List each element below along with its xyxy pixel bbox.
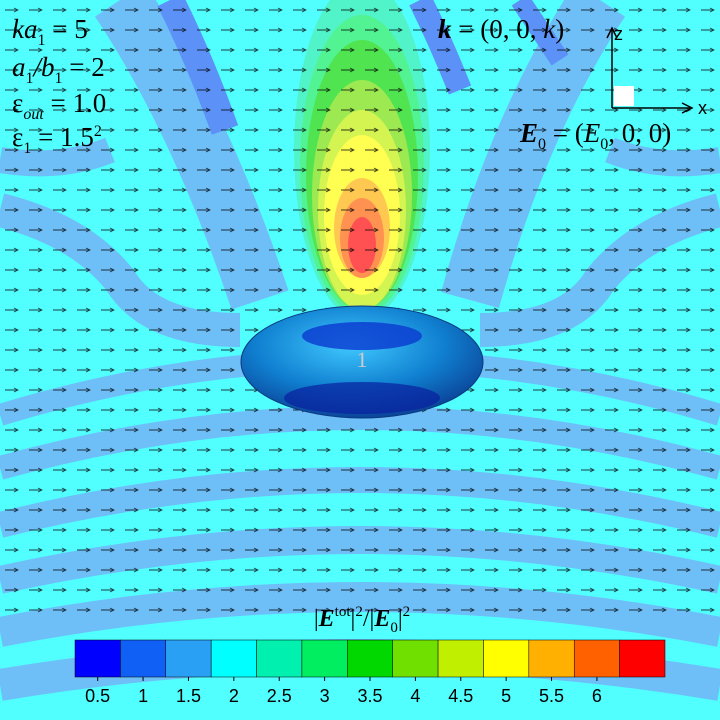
colorbar-title: |Etot|2/|E0|2 <box>314 604 410 636</box>
colorbar-cell <box>210 639 257 678</box>
annotation: ε1 = 1.52 <box>12 122 102 157</box>
tick-label: 2.5 <box>267 686 292 706</box>
colorbar-cell <box>301 639 348 678</box>
annotation: a1/b1 = 2 <box>12 52 105 87</box>
tick-label: 4 <box>410 686 420 706</box>
colorbar: 0.5 1 1.5 2 2.5 3 3.5 4 4.5 5 5.5 6 <box>74 639 666 706</box>
tick-label: 0.5 <box>85 686 110 706</box>
axes-triad <box>606 26 694 114</box>
tick-label: 1.5 <box>176 686 201 706</box>
tick-label: 5.5 <box>539 686 564 706</box>
axis-label: x <box>698 98 707 118</box>
annotation: ka1 = 5 <box>12 14 88 49</box>
tick-label: 2 <box>229 686 239 706</box>
axis-label: z <box>614 24 623 44</box>
annotation: k = (0, 0, k) <box>438 14 564 44</box>
annotation: E0 = (E0, 0, 0) <box>519 118 671 153</box>
tick-label: 4.5 <box>448 686 473 706</box>
tick-label: 3 <box>320 686 330 706</box>
colorbar-cell <box>619 639 666 678</box>
colorbar-cell <box>573 639 620 678</box>
colorbar-cell <box>347 639 393 678</box>
colorbar-cell <box>528 639 575 678</box>
colorbar-cell <box>120 639 167 678</box>
tick-label: 3.5 <box>357 686 382 706</box>
colorbar-cell <box>74 639 121 678</box>
particle: 1 <box>240 305 484 419</box>
colorbar-cell <box>256 639 303 678</box>
tick-label: 5 <box>501 686 511 706</box>
colorbar-cell <box>437 639 484 678</box>
colorbar-cell <box>483 639 530 678</box>
colorbar-cell <box>392 639 439 678</box>
annotation: εout = 1.0 <box>12 88 106 123</box>
tick-label: 6 <box>592 686 602 706</box>
particle-label: 1 <box>357 347 368 372</box>
tick-label: 1 <box>138 686 148 706</box>
colorbar-cell <box>165 639 212 678</box>
